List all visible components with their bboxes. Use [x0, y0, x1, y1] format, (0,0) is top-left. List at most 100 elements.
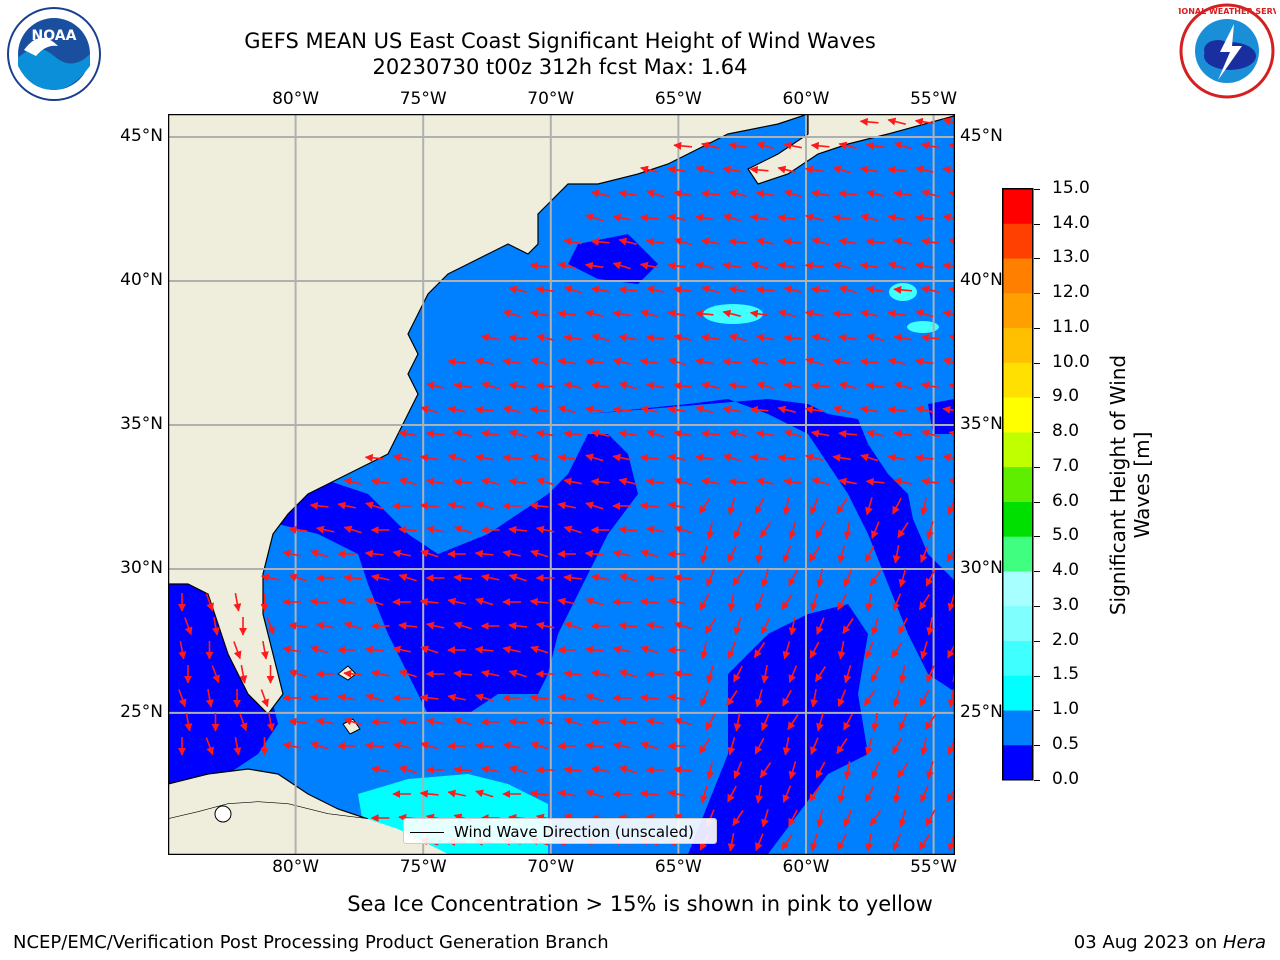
wave-direction-arrow — [926, 761, 934, 780]
wave-direction-arrow — [816, 713, 824, 732]
wave-direction-arrow — [920, 545, 929, 564]
tick-label: 80°W — [272, 857, 320, 877]
wave-direction-arrow — [805, 213, 824, 222]
wave-direction-arrow — [788, 569, 798, 587]
wave-direction-arrow — [639, 261, 659, 270]
colorbar-tick-label: 3.0 — [1052, 594, 1080, 615]
wave-direction-arrow — [591, 189, 610, 198]
wave-direction-arrow — [783, 333, 803, 342]
colorbar-tick-mark — [1034, 362, 1040, 364]
wave-direction-arrow — [782, 785, 792, 804]
wave-direction-arrow — [733, 712, 742, 732]
wave-direction-arrow — [777, 261, 796, 270]
colorbar-band — [1002, 258, 1033, 294]
wave-direction-arrow — [843, 713, 853, 731]
wave-direction-arrow — [948, 285, 954, 294]
wave-direction-arrow — [832, 453, 852, 462]
wave-direction-arrow — [420, 741, 439, 750]
wave-direction-arrow — [701, 141, 720, 150]
colorbar-tick-mark — [1034, 501, 1040, 503]
wave-direction-arrow — [866, 333, 885, 342]
wave-direction-arrow — [865, 592, 874, 612]
wave-direction-arrow — [646, 189, 665, 198]
wave-direction-arrow — [914, 453, 934, 462]
wave-direction-arrow — [892, 833, 902, 852]
wave-direction-arrow — [891, 642, 903, 659]
wave-direction-arrow — [733, 617, 742, 636]
wave-direction-arrow — [859, 405, 879, 414]
wave-direction-arrow — [832, 261, 851, 270]
noaa-logo-icon: NOAA — [7, 7, 101, 101]
wave-direction-arrow — [667, 693, 686, 702]
wave-direction-arrow — [392, 645, 411, 654]
wave-direction-arrow — [184, 712, 193, 732]
wave-direction-arrow — [343, 669, 363, 678]
wave-direction-arrow — [398, 573, 417, 582]
colorbar-band — [1002, 223, 1033, 259]
wave-direction-arrow — [584, 261, 604, 270]
wave-direction-arrow — [590, 765, 610, 774]
wave-direction-arrow — [810, 737, 819, 756]
wave-direction-arrow — [584, 405, 604, 414]
wave-direction-arrow — [315, 717, 335, 726]
wave-direction-arrow — [810, 593, 818, 612]
wave-direction-arrow — [585, 501, 604, 510]
wave-direction-arrow — [920, 381, 940, 390]
wave-direction-arrow — [590, 669, 610, 678]
wave-direction-arrow — [920, 141, 940, 150]
tick-label: 75°W — [399, 857, 447, 877]
wave-direction-arrow — [288, 669, 307, 678]
wave-direction-arrow — [942, 405, 954, 414]
wave-direction-arrow — [897, 762, 909, 779]
wave-direction-arrow — [447, 453, 466, 462]
wave-direction-arrow — [563, 525, 582, 534]
wave-direction-arrow — [755, 689, 763, 708]
wave-direction-arrow — [837, 640, 846, 660]
wave-direction-arrow — [705, 713, 716, 731]
wave-direction-arrow — [893, 141, 912, 150]
wave-direction-arrow — [508, 717, 528, 726]
wave-direction-arrow — [639, 693, 659, 702]
wave-direction-arrow — [728, 381, 748, 390]
colorbar-tick-mark — [1034, 779, 1040, 781]
wave-direction-arrow — [706, 520, 715, 540]
wave-direction-arrow — [419, 693, 439, 702]
wave-direction-arrow — [805, 357, 824, 366]
wave-direction-arrow — [282, 645, 301, 654]
wave-direction-arrow — [810, 833, 818, 852]
wave-direction-arrow — [948, 333, 954, 342]
wave-direction-arrow — [612, 309, 632, 318]
wave-direction-arrow — [722, 453, 741, 462]
wave-direction-arrow — [920, 496, 929, 516]
wave-direction-arrow — [727, 832, 736, 852]
wave-direction-arrow — [557, 261, 576, 270]
wave-direction-arrow — [887, 261, 906, 270]
wave-direction-arrow — [502, 549, 521, 558]
wave-direction-arrow — [728, 429, 747, 438]
wave-direction-arrow — [832, 357, 851, 366]
wave-direction-arrow — [343, 525, 362, 534]
wave-direction-arrow — [260, 573, 280, 582]
wave-direction-arrow — [722, 261, 742, 270]
footer-host: Hera — [1222, 932, 1266, 953]
wave-direction-arrow — [474, 645, 494, 654]
wave-direction-arrow — [508, 333, 528, 342]
wave-direction-arrow — [893, 333, 912, 342]
wave-direction-arrow — [838, 237, 857, 246]
wave-direction-arrow — [612, 261, 631, 270]
wave-direction-arrow — [618, 765, 637, 774]
wave-direction-arrow — [942, 261, 954, 270]
wave-direction-arrow — [584, 357, 604, 366]
wave-direction-arrow — [673, 573, 693, 582]
wave-direction-arrow — [529, 789, 549, 798]
wave-direction-arrow — [788, 616, 797, 636]
wave-direction-arrow — [475, 357, 494, 366]
colorbar-tick-mark — [1034, 571, 1040, 573]
wave-direction-arrow — [425, 477, 445, 486]
wave-direction-arrow — [585, 453, 604, 462]
wave-direction-arrow — [673, 285, 693, 294]
wave-direction-arrow — [915, 165, 934, 174]
wave-direction-arrow — [700, 545, 708, 564]
wave-direction-arrow — [706, 569, 715, 588]
wave-direction-arrow — [309, 597, 329, 606]
